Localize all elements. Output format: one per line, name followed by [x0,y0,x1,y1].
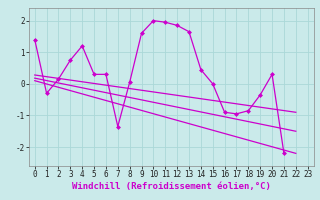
X-axis label: Windchill (Refroidissement éolien,°C): Windchill (Refroidissement éolien,°C) [72,182,271,191]
